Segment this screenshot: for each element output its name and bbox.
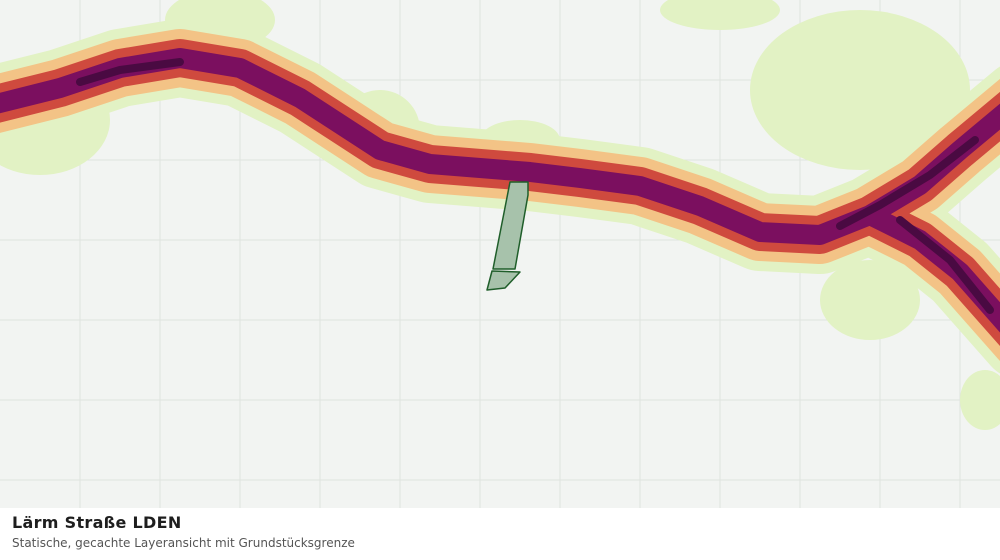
map-title: Lärm Straße LDEN [12,513,182,532]
noise-bands [0,19,1000,374]
map [0,0,1000,508]
map-subtitle: Statische, gecachte Layeransicht mit Gru… [12,536,355,550]
parcel-boundary [486,181,529,291]
